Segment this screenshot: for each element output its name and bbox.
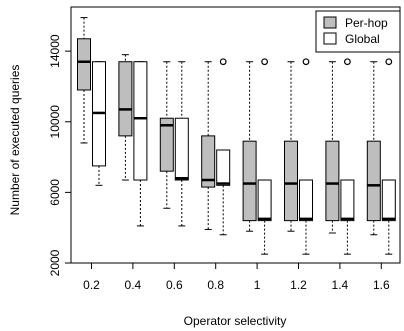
box-body [299, 179, 313, 222]
axes-layer: 2000 6000 10000 14000 0.2 0.4 0.6 0.8 1 1.2 1.4 1.6 [48, 34, 390, 292]
box-body [366, 140, 381, 222]
legend-label: Per-hop [345, 16, 388, 30]
x-tick-label: 1 [254, 278, 261, 292]
x-tick-label: 1.6 [373, 278, 390, 292]
y-tick-label: 2000 [48, 249, 62, 276]
box-global-1.4 [340, 58, 355, 255]
box-per-hop-1.6 [366, 61, 381, 236]
box-global-1 [257, 58, 272, 255]
box-body [174, 117, 189, 181]
box-body [340, 179, 355, 222]
box-per-hop-1.4 [325, 61, 340, 234]
x-tick-label: 1.4 [332, 278, 349, 292]
outlier-point [344, 58, 351, 66]
box-per-hop-0.2 [77, 17, 91, 144]
box-global-0.8 [216, 58, 231, 236]
x-tick-label: 0.6 [166, 278, 183, 292]
y-axis-title: Number of executed queries [8, 65, 22, 216]
outlier-point [302, 58, 310, 66]
box-body [201, 135, 216, 188]
box-body [381, 179, 396, 222]
legend-swatch [323, 16, 337, 29]
box-per-hop-1 [242, 61, 257, 232]
box-body [242, 140, 257, 222]
box-body [216, 149, 231, 186]
box-body [325, 140, 340, 222]
x-axis-title: Operator selectivity [184, 314, 287, 328]
box-per-hop-0.6 [159, 61, 174, 209]
y-tick-label: 10000 [48, 105, 62, 139]
box-body [77, 38, 91, 91]
box-global-0.6 [174, 61, 189, 227]
outlier-point [219, 58, 227, 66]
boxes-layer [77, 17, 396, 255]
box-global-0.4 [133, 61, 148, 227]
plot-frame [70, 6, 401, 264]
outlier-point [261, 58, 269, 66]
box-global-1.2 [299, 58, 313, 255]
legend: Per-hop Global [315, 10, 401, 53]
y-tick-label: 14000 [48, 34, 62, 68]
box-body [133, 61, 148, 181]
box-body [159, 117, 174, 172]
box-per-hop-0.8 [201, 61, 216, 230]
box-per-hop-1.2 [284, 61, 298, 232]
y-tick-label: 6000 [48, 179, 62, 206]
x-tick-label: 1.2 [290, 278, 307, 292]
legend-label: Global [345, 32, 380, 46]
legend-swatch [323, 32, 337, 45]
box-global-0.2 [92, 61, 106, 186]
x-tick-label: 0.4 [125, 278, 142, 292]
plot-area [70, 6, 401, 264]
box-body [284, 140, 298, 222]
x-tick-label: 0.8 [207, 278, 224, 292]
box-body [257, 179, 272, 222]
box-per-hop-0.4 [118, 54, 133, 181]
outlier-point [385, 58, 393, 66]
x-tick-label: 0.2 [83, 278, 100, 292]
box-body [118, 61, 133, 137]
box-global-1.6 [381, 58, 396, 255]
